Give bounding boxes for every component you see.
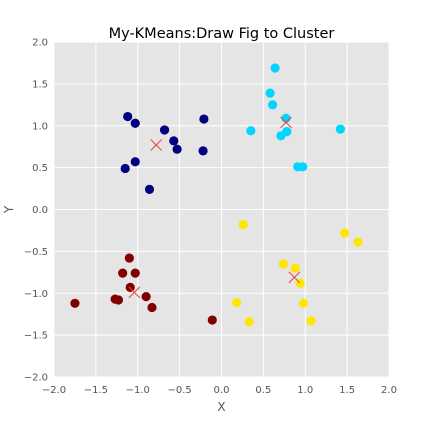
y-tick-label: 2.0 bbox=[32, 38, 48, 49]
x-tick-label: −0.5 bbox=[167, 385, 191, 396]
centroid-marker bbox=[128, 286, 141, 299]
data-point bbox=[113, 295, 124, 305]
data-point bbox=[130, 157, 140, 167]
x-tick-label: −1.5 bbox=[84, 385, 108, 396]
y-tick-label: −1.5 bbox=[24, 331, 48, 342]
data-point bbox=[169, 136, 179, 146]
x-tick-labels: −2.0 −1.5 −1.0 −0.5 0.0 0.5 1.0 1.5 2.0 bbox=[42, 385, 397, 396]
centroid-markers bbox=[128, 116, 301, 299]
data-point bbox=[265, 88, 275, 98]
x-tick-label: 2.0 bbox=[381, 385, 397, 396]
x-axis-label: X bbox=[217, 400, 225, 414]
data-point bbox=[270, 63, 280, 73]
data-point bbox=[207, 315, 217, 325]
centroid-marker bbox=[280, 116, 292, 129]
data-point bbox=[130, 118, 140, 128]
centroid-marker bbox=[288, 271, 301, 284]
data-point bbox=[306, 316, 316, 326]
x-tick-label: 0.5 bbox=[255, 385, 271, 396]
grid-lines bbox=[53, 41, 390, 378]
data-point bbox=[340, 228, 350, 238]
data-point bbox=[290, 263, 300, 273]
data-point bbox=[198, 146, 208, 156]
y-axis-label: Y bbox=[2, 205, 16, 214]
y-tick-label: 1.0 bbox=[32, 121, 48, 132]
y-tick-label: −1.0 bbox=[24, 289, 48, 300]
y-tick-label: 0.5 bbox=[32, 163, 48, 174]
y-tick-label: 1.5 bbox=[32, 79, 48, 90]
data-point bbox=[278, 259, 289, 269]
data-point bbox=[172, 144, 182, 154]
data-point bbox=[159, 125, 170, 135]
x-tick-label: −2.0 bbox=[42, 385, 66, 396]
y-tick-label: −2.0 bbox=[24, 373, 48, 384]
data-point bbox=[144, 184, 155, 194]
x-tick-label: 1.0 bbox=[297, 385, 313, 396]
data-point bbox=[141, 292, 151, 302]
data-point bbox=[130, 268, 140, 278]
data-point bbox=[335, 124, 346, 134]
x-tick-label: 0.0 bbox=[214, 385, 230, 396]
data-point bbox=[298, 298, 309, 308]
data-point bbox=[238, 219, 248, 230]
y-tick-label: 0.0 bbox=[32, 205, 48, 216]
data-point bbox=[124, 253, 134, 263]
data-point bbox=[353, 237, 363, 247]
data-points bbox=[70, 63, 363, 327]
data-point bbox=[199, 114, 209, 124]
data-point bbox=[244, 317, 254, 327]
data-point bbox=[125, 282, 135, 292]
data-point bbox=[281, 113, 291, 123]
x-tick-label: 1.5 bbox=[339, 385, 355, 396]
data-point bbox=[231, 297, 242, 308]
data-point bbox=[120, 163, 130, 174]
y-tick-labels: 2.0 1.5 1.0 0.5 0.0 −0.5 −1.0 −1.5 −2.0 bbox=[24, 38, 48, 384]
data-point bbox=[246, 126, 256, 136]
data-point bbox=[123, 111, 133, 122]
chart-title: My-KMeans:Draw Fig to Cluster bbox=[109, 26, 335, 42]
data-point bbox=[276, 131, 286, 141]
data-point bbox=[147, 302, 157, 313]
centroid-marker bbox=[150, 139, 163, 151]
data-point bbox=[118, 268, 128, 278]
data-point bbox=[70, 298, 80, 308]
data-point bbox=[298, 162, 308, 172]
x-tick-label: −1.0 bbox=[126, 385, 150, 396]
y-tick-label: −0.5 bbox=[24, 247, 48, 258]
data-point bbox=[267, 100, 278, 110]
